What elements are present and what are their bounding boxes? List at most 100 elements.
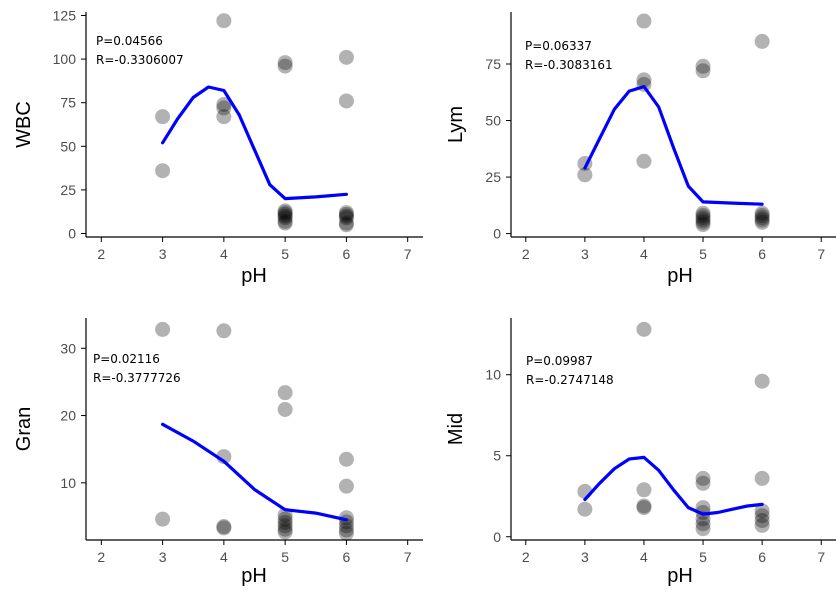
y-tick-label: 50	[485, 113, 501, 129]
data-point	[754, 513, 770, 529]
data-point	[277, 385, 293, 401]
data-point	[338, 522, 354, 538]
x-tick-label: 4	[220, 549, 228, 565]
data-point	[754, 214, 770, 230]
data-point	[277, 206, 293, 222]
chart-panel-2: 2 3 4 5 6 7 0 25 50 75 pH Lym P=0.06337 R=-0.3083161	[445, 12, 836, 287]
y-tick-label: 75	[60, 95, 76, 111]
data-point	[636, 153, 652, 169]
data-point	[216, 323, 232, 339]
data-point	[338, 49, 354, 65]
y-axis-title: Mid	[445, 413, 467, 445]
data-point	[277, 524, 293, 540]
data-point	[155, 163, 171, 179]
y-tick-label: 50	[60, 138, 76, 154]
data-point	[216, 100, 232, 116]
data-point	[636, 321, 652, 337]
data-point	[277, 58, 293, 74]
data-point	[577, 167, 593, 183]
chart-panel-4: 2 3 4 5 6 7 0 5 10 pH Mid P=0.09987 R=-0.2747148	[445, 318, 836, 587]
x-tick-label: 5	[281, 549, 289, 565]
p-value-label: P=0.02116	[93, 352, 160, 366]
data-point	[277, 401, 293, 417]
x-tick-label: 6	[343, 549, 351, 565]
y-axis-title: WBC	[13, 101, 35, 148]
p-value-label: P=0.09987	[526, 354, 593, 368]
data-point	[754, 517, 770, 533]
x-tick-label: 7	[404, 246, 412, 262]
data-point	[338, 205, 354, 221]
y-tick-label: 25	[60, 182, 76, 198]
data-point	[216, 519, 232, 535]
data-point	[338, 208, 354, 224]
x-tick-label: 7	[404, 549, 412, 565]
data-point	[636, 482, 652, 498]
x-tick-label: 2	[97, 549, 105, 565]
y-tick-label: 0	[493, 226, 501, 242]
data-point	[636, 500, 652, 516]
data-point	[695, 470, 711, 486]
x-axis-title: pH	[241, 265, 267, 287]
x-tick-label: 2	[522, 246, 530, 262]
y-tick-label: 25	[485, 169, 501, 185]
r-value-label: R=-0.2747148	[526, 373, 614, 387]
y-tick-label: 125	[53, 7, 77, 23]
data-point	[277, 55, 293, 71]
x-tick-label: 5	[699, 549, 707, 565]
r-value-label: R=-0.3083161	[525, 58, 613, 72]
data-point	[754, 470, 770, 486]
data-point	[338, 525, 354, 541]
data-point	[754, 212, 770, 228]
data-point	[695, 475, 711, 491]
y-tick-label: 0	[68, 226, 76, 242]
y-tick-label: 100	[53, 51, 77, 67]
y-tick-label: 75	[485, 56, 501, 72]
data-point	[695, 521, 711, 537]
data-point	[155, 511, 171, 527]
data-point	[216, 520, 232, 536]
data-point	[277, 511, 293, 527]
data-point	[338, 215, 354, 231]
data-point	[338, 93, 354, 109]
data-point	[636, 13, 652, 29]
smooth-line	[161, 422, 348, 522]
y-tick-label: 20	[60, 408, 76, 424]
x-tick-label: 5	[281, 246, 289, 262]
data-point	[216, 109, 232, 125]
chart-panel-3: 2 3 4 5 6 7 10 20 30 pH Gran P=0.02116 R=-0.3777726	[13, 318, 423, 587]
p-value-label: P=0.06337	[525, 39, 592, 53]
data-point	[277, 210, 293, 226]
data-point	[754, 508, 770, 524]
data-point	[695, 205, 711, 221]
smooth-line	[161, 85, 348, 201]
x-tick-label: 5	[699, 246, 707, 262]
y-axis-title: Gran	[13, 407, 35, 451]
data-point	[754, 373, 770, 389]
smooth-line	[583, 455, 764, 516]
data-point	[155, 321, 171, 337]
y-tick-label: 0	[493, 529, 501, 545]
x-tick-label: 7	[817, 246, 825, 262]
x-tick-label: 2	[97, 246, 105, 262]
x-axis-title: pH	[241, 565, 267, 587]
data-point	[695, 210, 711, 226]
data-point	[695, 63, 711, 79]
y-axis-title: Lym	[445, 106, 467, 143]
data-point	[754, 208, 770, 224]
r-value-label: R=-0.3777726	[93, 371, 181, 385]
data-point	[338, 206, 354, 222]
data-point	[338, 217, 354, 233]
data-point	[216, 96, 232, 112]
r-value-label: R=-0.3306007	[96, 53, 184, 67]
x-tick-label: 4	[640, 549, 648, 565]
data-point	[277, 203, 293, 219]
data-point	[155, 109, 171, 125]
smooth-line	[583, 85, 764, 206]
data-point	[636, 72, 652, 88]
x-axis-title: pH	[667, 565, 693, 587]
data-point	[695, 212, 711, 228]
data-point	[277, 518, 293, 534]
data-point	[277, 215, 293, 231]
x-tick-label: 4	[640, 246, 648, 262]
data-point	[754, 210, 770, 226]
